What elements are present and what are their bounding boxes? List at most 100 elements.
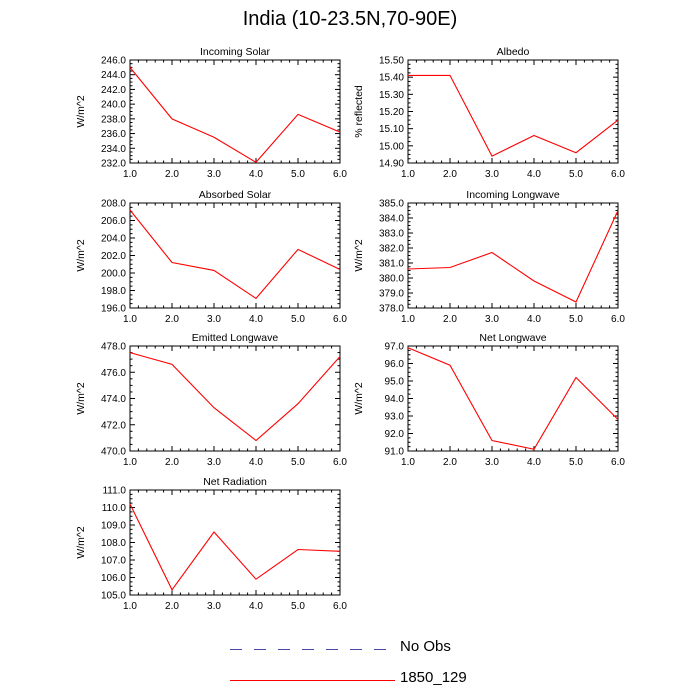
x-tick-label: 6.0 (611, 314, 625, 325)
y-tick-label: 97.0 (385, 342, 405, 353)
x-tick-label: 5.0 (569, 169, 583, 180)
y-tick-label: 474.0 (101, 394, 126, 405)
series-line-1850-129 (129, 209, 341, 300)
x-tick-label: 1.0 (401, 457, 415, 468)
x-tick-label: 3.0 (207, 457, 221, 468)
y-tick-label: 204.0 (101, 234, 126, 245)
y-tick-label: 240.0 (101, 100, 126, 111)
y-tick-label: 381.0 (379, 259, 404, 270)
y-tick-label: 378.0 (379, 304, 404, 315)
y-tick-label: 384.0 (379, 214, 404, 225)
y-tick-label: 14.90 (379, 159, 404, 170)
plot-frame (129, 59, 341, 164)
y-tick-label: 15.30 (379, 90, 404, 101)
y-tick-label: 385.0 (379, 199, 404, 210)
x-tick-label: 5.0 (291, 457, 305, 468)
y-tick-label: 110.0 (102, 503, 127, 514)
series-line-1850-129 (129, 503, 341, 591)
x-tick-label: 2.0 (165, 601, 179, 612)
x-tick-label: 3.0 (485, 169, 499, 180)
legend-line-1850-129 (230, 680, 395, 681)
legend-label-no-obs: No Obs (400, 638, 451, 655)
chart-title: Net Longwave (479, 332, 546, 344)
chart-albedo: Albedo % reflected 14.90 15.00 15.10 15.20 15.… (353, 46, 625, 180)
y-tick-label: 15.50 (379, 56, 404, 67)
x-tick-label: 3.0 (485, 314, 499, 325)
y-tick-label: 383.0 (379, 229, 404, 240)
y-axis-label: W/m^2 (75, 526, 87, 559)
x-tick-label: 2.0 (165, 457, 179, 468)
x-tick-label: 4.0 (527, 314, 541, 325)
x-tick-label: 5.0 (291, 169, 305, 180)
y-tick-label: 242.0 (101, 85, 126, 96)
x-tick-label: 5.0 (569, 314, 583, 325)
chart-incoming-longwave: Incoming Longwave W/m^2 378.0 379.0 380.0 381… (353, 189, 625, 325)
y-tick-label: 15.10 (379, 124, 404, 135)
x-tick-label: 2.0 (443, 169, 457, 180)
chart-title: Net Radiation (203, 476, 267, 488)
x-tick-label: 1.0 (401, 169, 415, 180)
chart-absorbed-solar: Absorbed Solar W/m^2 196.0 198.0 200.0 202.0 2… (75, 189, 347, 325)
plot-frame (407, 345, 619, 452)
chart-title: Incoming Longwave (466, 189, 560, 201)
y-tick-label: 476.0 (101, 368, 126, 379)
figure-title: India (10-23.5N,70-90E) (242, 8, 458, 30)
series-line-1850-129 (408, 74, 619, 157)
x-tick-label: 6.0 (333, 601, 347, 612)
x-tick-label: 4.0 (249, 457, 263, 468)
x-tick-label: 5.0 (291, 601, 305, 612)
plot-frame (407, 202, 619, 309)
y-tick-label: 202.0 (101, 251, 126, 262)
y-tick-label: 478.0 (101, 342, 126, 353)
plot-frame (129, 202, 341, 309)
x-tick-label: 1.0 (123, 601, 137, 612)
x-tick-label: 3.0 (207, 601, 221, 612)
y-tick-label: 380.0 (379, 274, 404, 285)
y-axis-label: W/m^2 (353, 382, 365, 415)
x-tick-label: 4.0 (249, 169, 263, 180)
x-tick-label: 3.0 (207, 314, 221, 325)
y-tick-label: 91.0 (385, 447, 405, 458)
x-tick-label: 6.0 (611, 169, 625, 180)
chart-title: Absorbed Solar (199, 189, 272, 201)
chart-title: Albedo (497, 46, 530, 58)
series-line-1850-129 (407, 210, 619, 303)
chart-emitted-longwave: Emitted Longwave W/m^2 470.0 472.0 474.0 476.… (75, 332, 347, 468)
y-tick-label: 15.00 (379, 141, 404, 152)
chart-title: Emitted Longwave (192, 332, 279, 344)
x-tick-label: 5.0 (291, 314, 305, 325)
chart-net-radiation: Net Radiation W/m^2 105.0 106.0 107.0 108.0 10… (75, 476, 347, 612)
x-tick-label: 1.0 (401, 314, 415, 325)
y-tick-label: 15.40 (379, 73, 404, 84)
x-tick-label: 6.0 (333, 457, 347, 468)
y-axis-label: % reflected (353, 85, 365, 138)
y-tick-label: 95.0 (385, 377, 405, 388)
y-tick-label: 93.0 (385, 412, 405, 423)
x-tick-label: 4.0 (249, 601, 263, 612)
x-tick-label: 2.0 (443, 457, 457, 468)
y-tick-label: 92.0 (385, 429, 405, 440)
y-tick-label: 470.0 (101, 447, 126, 458)
y-tick-label: 234.0 (101, 144, 126, 155)
y-tick-label: 108.0 (101, 538, 126, 549)
chart-title: Incoming Solar (200, 46, 271, 58)
x-tick-label: 4.0 (249, 314, 263, 325)
y-axis-label: W/m^2 (75, 239, 87, 272)
legend-label-1850-129: 1850_129 (400, 669, 467, 686)
y-tick-label: 472.0 (101, 420, 126, 431)
y-tick-label: 200.0 (101, 269, 126, 280)
y-tick-label: 96.0 (385, 359, 405, 370)
y-tick-label: 206.0 (101, 216, 126, 227)
y-tick-label: 94.0 (385, 394, 405, 405)
y-tick-label: 236.0 (101, 129, 126, 140)
y-tick-label: 232.0 (101, 159, 126, 170)
y-tick-label: 382.0 (379, 244, 404, 255)
chart-net-longwave: Net Longwave W/m^2 91.0 92.0 93.0 94.0 95.0 96.… (353, 332, 625, 468)
series-line-1850-129 (129, 352, 341, 442)
x-tick-label: 5.0 (569, 457, 583, 468)
x-tick-label: 6.0 (333, 169, 347, 180)
series-line-1850-129 (407, 347, 619, 450)
y-axis-label: W/m^2 (75, 382, 87, 415)
y-axis-label: W/m^2 (353, 239, 365, 272)
